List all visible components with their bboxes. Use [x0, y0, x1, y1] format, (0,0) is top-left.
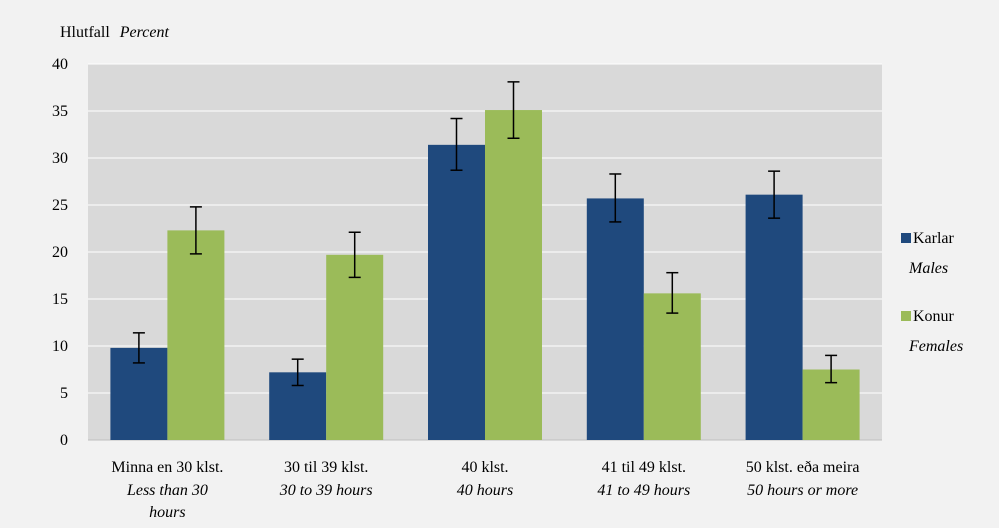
bar	[745, 194, 803, 440]
x-category-label-en: 50 hours or more	[747, 482, 858, 499]
x-category-label-en: 40 hours	[457, 482, 513, 499]
legend-label: Karlar	[913, 230, 955, 247]
legend-label-en: Females	[908, 338, 963, 355]
y-tick-label: 25	[52, 197, 68, 214]
bar	[485, 110, 542, 440]
bar	[167, 230, 225, 440]
bar	[643, 293, 701, 440]
x-category-label: 41 til 49 klst.	[602, 459, 686, 476]
x-category-label: 30 til 39 klst.	[284, 459, 368, 476]
y-tick-label: 40	[52, 56, 68, 73]
x-category-label: 40 klst.	[461, 459, 508, 476]
x-category-label: Minna en 30 klst.	[111, 459, 223, 476]
x-category-label: 50 klst. eða meira	[746, 459, 860, 476]
y-tick-label: 35	[52, 103, 68, 120]
legend-swatch	[901, 311, 911, 321]
x-category-label-en: 30 to 39 hours	[279, 482, 373, 499]
y-axis-title-is: Hlutfall	[60, 24, 110, 41]
bar	[586, 198, 644, 440]
y-tick-label: 15	[52, 291, 68, 308]
legend-label-en: Males	[908, 260, 948, 277]
x-category-label-en: 41 to 49 hours	[597, 482, 690, 499]
y-tick-label: 20	[52, 244, 68, 261]
y-tick-label: 5	[60, 385, 68, 402]
y-tick-label: 30	[52, 150, 68, 167]
y-axis-title-en: Percent	[119, 24, 169, 41]
y-axis-title: Hlutfall Percent	[60, 24, 169, 42]
x-category-label-en: hours	[149, 504, 185, 521]
x-category-label-en: Less than 30	[126, 482, 208, 499]
y-tick-label: 0	[60, 432, 68, 449]
legend-swatch	[901, 233, 911, 243]
y-tick-label: 10	[52, 338, 68, 355]
bar	[326, 254, 384, 440]
bar	[428, 144, 485, 440]
legend-label: Konur	[913, 308, 955, 325]
